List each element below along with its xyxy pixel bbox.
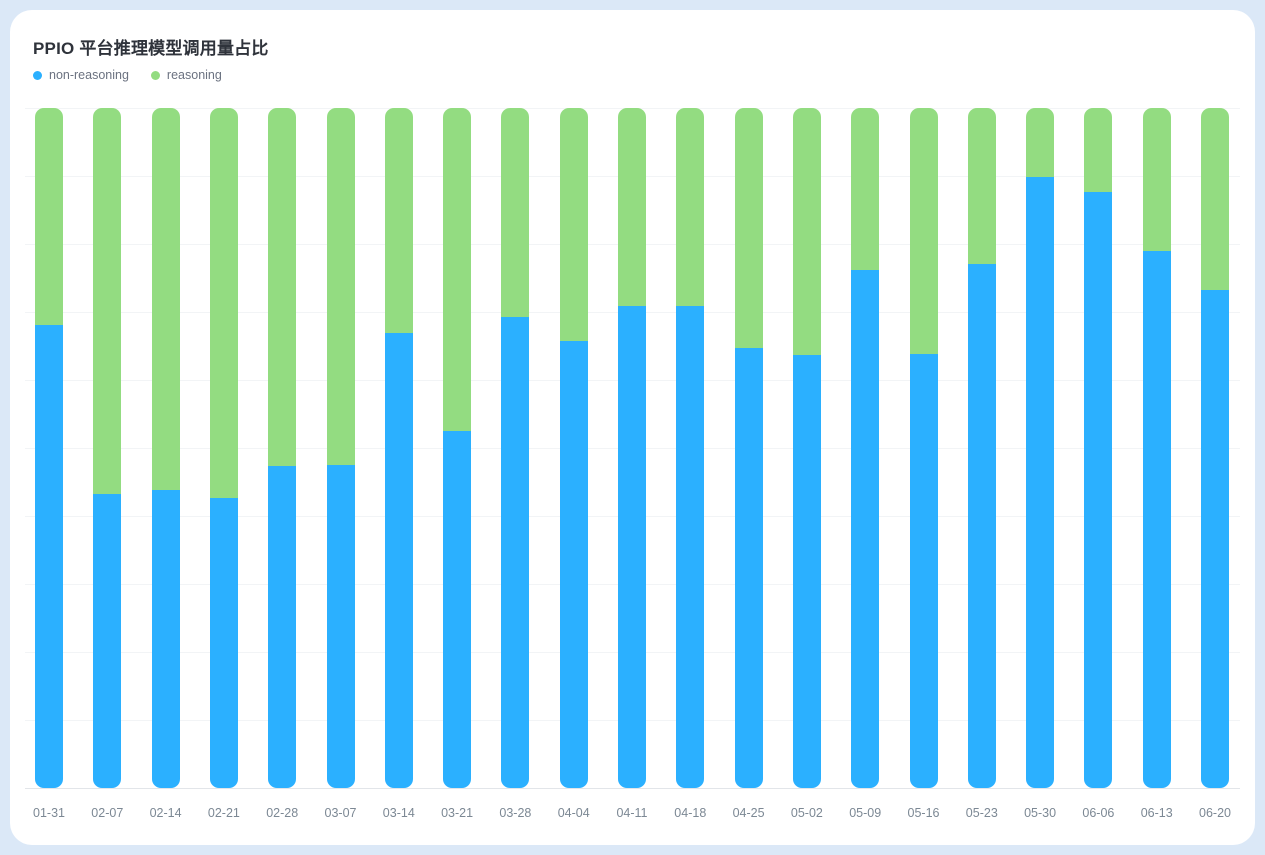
bar-05-09[interactable] xyxy=(851,108,880,788)
chart-title: PPIO 平台推理模型调用量占比 xyxy=(33,39,269,58)
stacked-bar-chart-plot: 01-31 02-07 02-14 02-21 02-28 03-07 03-14 03-21… xyxy=(25,108,1240,820)
bar-segment-non-reasoning[interactable] xyxy=(559,341,588,788)
bar-05-23[interactable] xyxy=(967,108,996,788)
x-axis-label: 02-14 xyxy=(149,806,182,820)
x-axis-label: 02-28 xyxy=(266,806,299,820)
bar-segment-non-reasoning[interactable] xyxy=(384,333,413,788)
bar-06-13[interactable] xyxy=(1142,108,1171,788)
x-axis-label: 04-11 xyxy=(616,806,648,820)
legend-label-reasoning: reasoning xyxy=(166,68,222,82)
bar-segment-non-reasoning[interactable] xyxy=(1201,290,1229,788)
bar-segment-reasoning[interactable] xyxy=(1142,108,1171,251)
bar-segment-reasoning[interactable] xyxy=(1201,108,1229,291)
x-axis-label: 05-02 xyxy=(790,806,823,820)
bar-06-20[interactable] xyxy=(1201,108,1229,788)
bar-segment-non-reasoning[interactable] xyxy=(268,465,297,788)
bar-05-16[interactable] xyxy=(909,108,938,788)
legend-label-non-reasoning: non-reasoning xyxy=(49,68,129,82)
x-axis-label: 06-13 xyxy=(1140,806,1173,820)
x-axis-label: 05-23 xyxy=(965,806,998,820)
bar-04-04[interactable] xyxy=(559,108,588,788)
bar-06-06[interactable] xyxy=(1084,108,1113,788)
bar-segment-non-reasoning[interactable] xyxy=(151,490,180,788)
x-axis-label: 02-07 xyxy=(91,806,124,820)
bar-03-07[interactable] xyxy=(326,108,355,788)
bar-segment-non-reasoning[interactable] xyxy=(909,354,938,788)
legend-dot-reasoning-icon xyxy=(150,70,160,80)
bar-segment-reasoning[interactable] xyxy=(501,108,530,317)
x-axis-label: 04-04 xyxy=(557,806,590,820)
bar-segment-non-reasoning[interactable] xyxy=(967,263,996,788)
bar-02-21[interactable] xyxy=(209,108,238,788)
bar-04-18[interactable] xyxy=(676,108,705,788)
bar-segment-non-reasoning[interactable] xyxy=(676,305,705,788)
x-axis-label: 06-06 xyxy=(1082,806,1115,820)
bar-segment-reasoning[interactable] xyxy=(618,108,646,306)
bar-segment-non-reasoning[interactable] xyxy=(618,305,646,788)
x-axis-label: 05-30 xyxy=(1024,806,1057,820)
bar-segment-reasoning[interactable] xyxy=(443,108,472,431)
bar-04-11[interactable] xyxy=(618,108,646,788)
legend-dot-non-reasoning-icon xyxy=(33,70,42,80)
bar-segment-reasoning[interactable] xyxy=(909,108,938,355)
bar-segment-non-reasoning[interactable] xyxy=(209,498,238,788)
bar-02-07[interactable] xyxy=(93,108,122,788)
bar-segment-reasoning[interactable] xyxy=(967,108,996,264)
x-axis-label: 03-14 xyxy=(382,806,415,820)
x-axis-label: 05-09 xyxy=(849,806,882,820)
x-axis-label: 02-21 xyxy=(207,806,240,820)
bar-segment-non-reasoning[interactable] xyxy=(851,269,880,788)
bar-03-28[interactable] xyxy=(501,108,530,788)
bar-segment-non-reasoning[interactable] xyxy=(1084,192,1113,788)
bar-segment-non-reasoning[interactable] xyxy=(35,324,63,788)
bar-segment-reasoning[interactable] xyxy=(93,108,122,495)
bar-segment-reasoning[interactable] xyxy=(1084,108,1113,193)
bar-02-28[interactable] xyxy=(268,108,297,788)
legend-item-non-reasoning[interactable]: non-reasoning xyxy=(33,68,129,82)
bar-segment-reasoning[interactable] xyxy=(792,108,821,355)
bar-segment-reasoning[interactable] xyxy=(559,108,588,342)
bar-05-02[interactable] xyxy=(792,108,821,788)
bar-segment-reasoning[interactable] xyxy=(268,108,297,466)
x-axis-label: 03-28 xyxy=(499,806,532,820)
bar-segment-non-reasoning[interactable] xyxy=(792,354,821,788)
bar-segment-non-reasoning[interactable] xyxy=(1142,250,1171,788)
bar-segment-reasoning[interactable] xyxy=(734,108,763,349)
x-axis-label: 03-07 xyxy=(324,806,357,820)
x-axis-label: 06-20 xyxy=(1199,806,1231,820)
bar-segment-non-reasoning[interactable] xyxy=(326,465,355,788)
x-axis-label: 03-21 xyxy=(441,806,474,820)
bar-segment-reasoning[interactable] xyxy=(851,108,880,270)
bar-05-30[interactable] xyxy=(1026,108,1055,788)
bar-segment-reasoning[interactable] xyxy=(384,108,413,334)
bar-03-21[interactable] xyxy=(443,108,472,788)
x-axis-label: 05-16 xyxy=(907,806,940,820)
bar-segment-reasoning[interactable] xyxy=(151,108,180,491)
bar-segment-non-reasoning[interactable] xyxy=(1026,176,1055,788)
bar-segment-reasoning[interactable] xyxy=(676,108,705,306)
bar-segment-reasoning[interactable] xyxy=(209,108,238,499)
bar-segment-non-reasoning[interactable] xyxy=(443,431,472,788)
bar-segment-non-reasoning[interactable] xyxy=(734,348,763,788)
bar-04-25[interactable] xyxy=(734,108,763,788)
bar-01-31[interactable] xyxy=(35,108,63,788)
x-axis-label: 04-18 xyxy=(674,806,707,820)
bar-segment-reasoning[interactable] xyxy=(1026,108,1055,177)
bar-03-14[interactable] xyxy=(384,108,413,788)
x-axis-label: 01-31 xyxy=(33,806,65,820)
bar-segment-reasoning[interactable] xyxy=(326,108,355,465)
bar-02-14[interactable] xyxy=(151,108,180,788)
legend-item-reasoning[interactable]: reasoning xyxy=(150,68,222,82)
chart-card: PPIO 平台推理模型调用量占比 non-reasoning reasoning… xyxy=(10,10,1255,845)
bar-segment-reasoning[interactable] xyxy=(35,108,63,325)
x-axis-label: 04-25 xyxy=(732,806,765,820)
bar-segment-non-reasoning[interactable] xyxy=(93,494,122,788)
bar-segment-non-reasoning[interactable] xyxy=(501,316,530,788)
chart-legend: non-reasoning reasoning xyxy=(33,68,222,82)
